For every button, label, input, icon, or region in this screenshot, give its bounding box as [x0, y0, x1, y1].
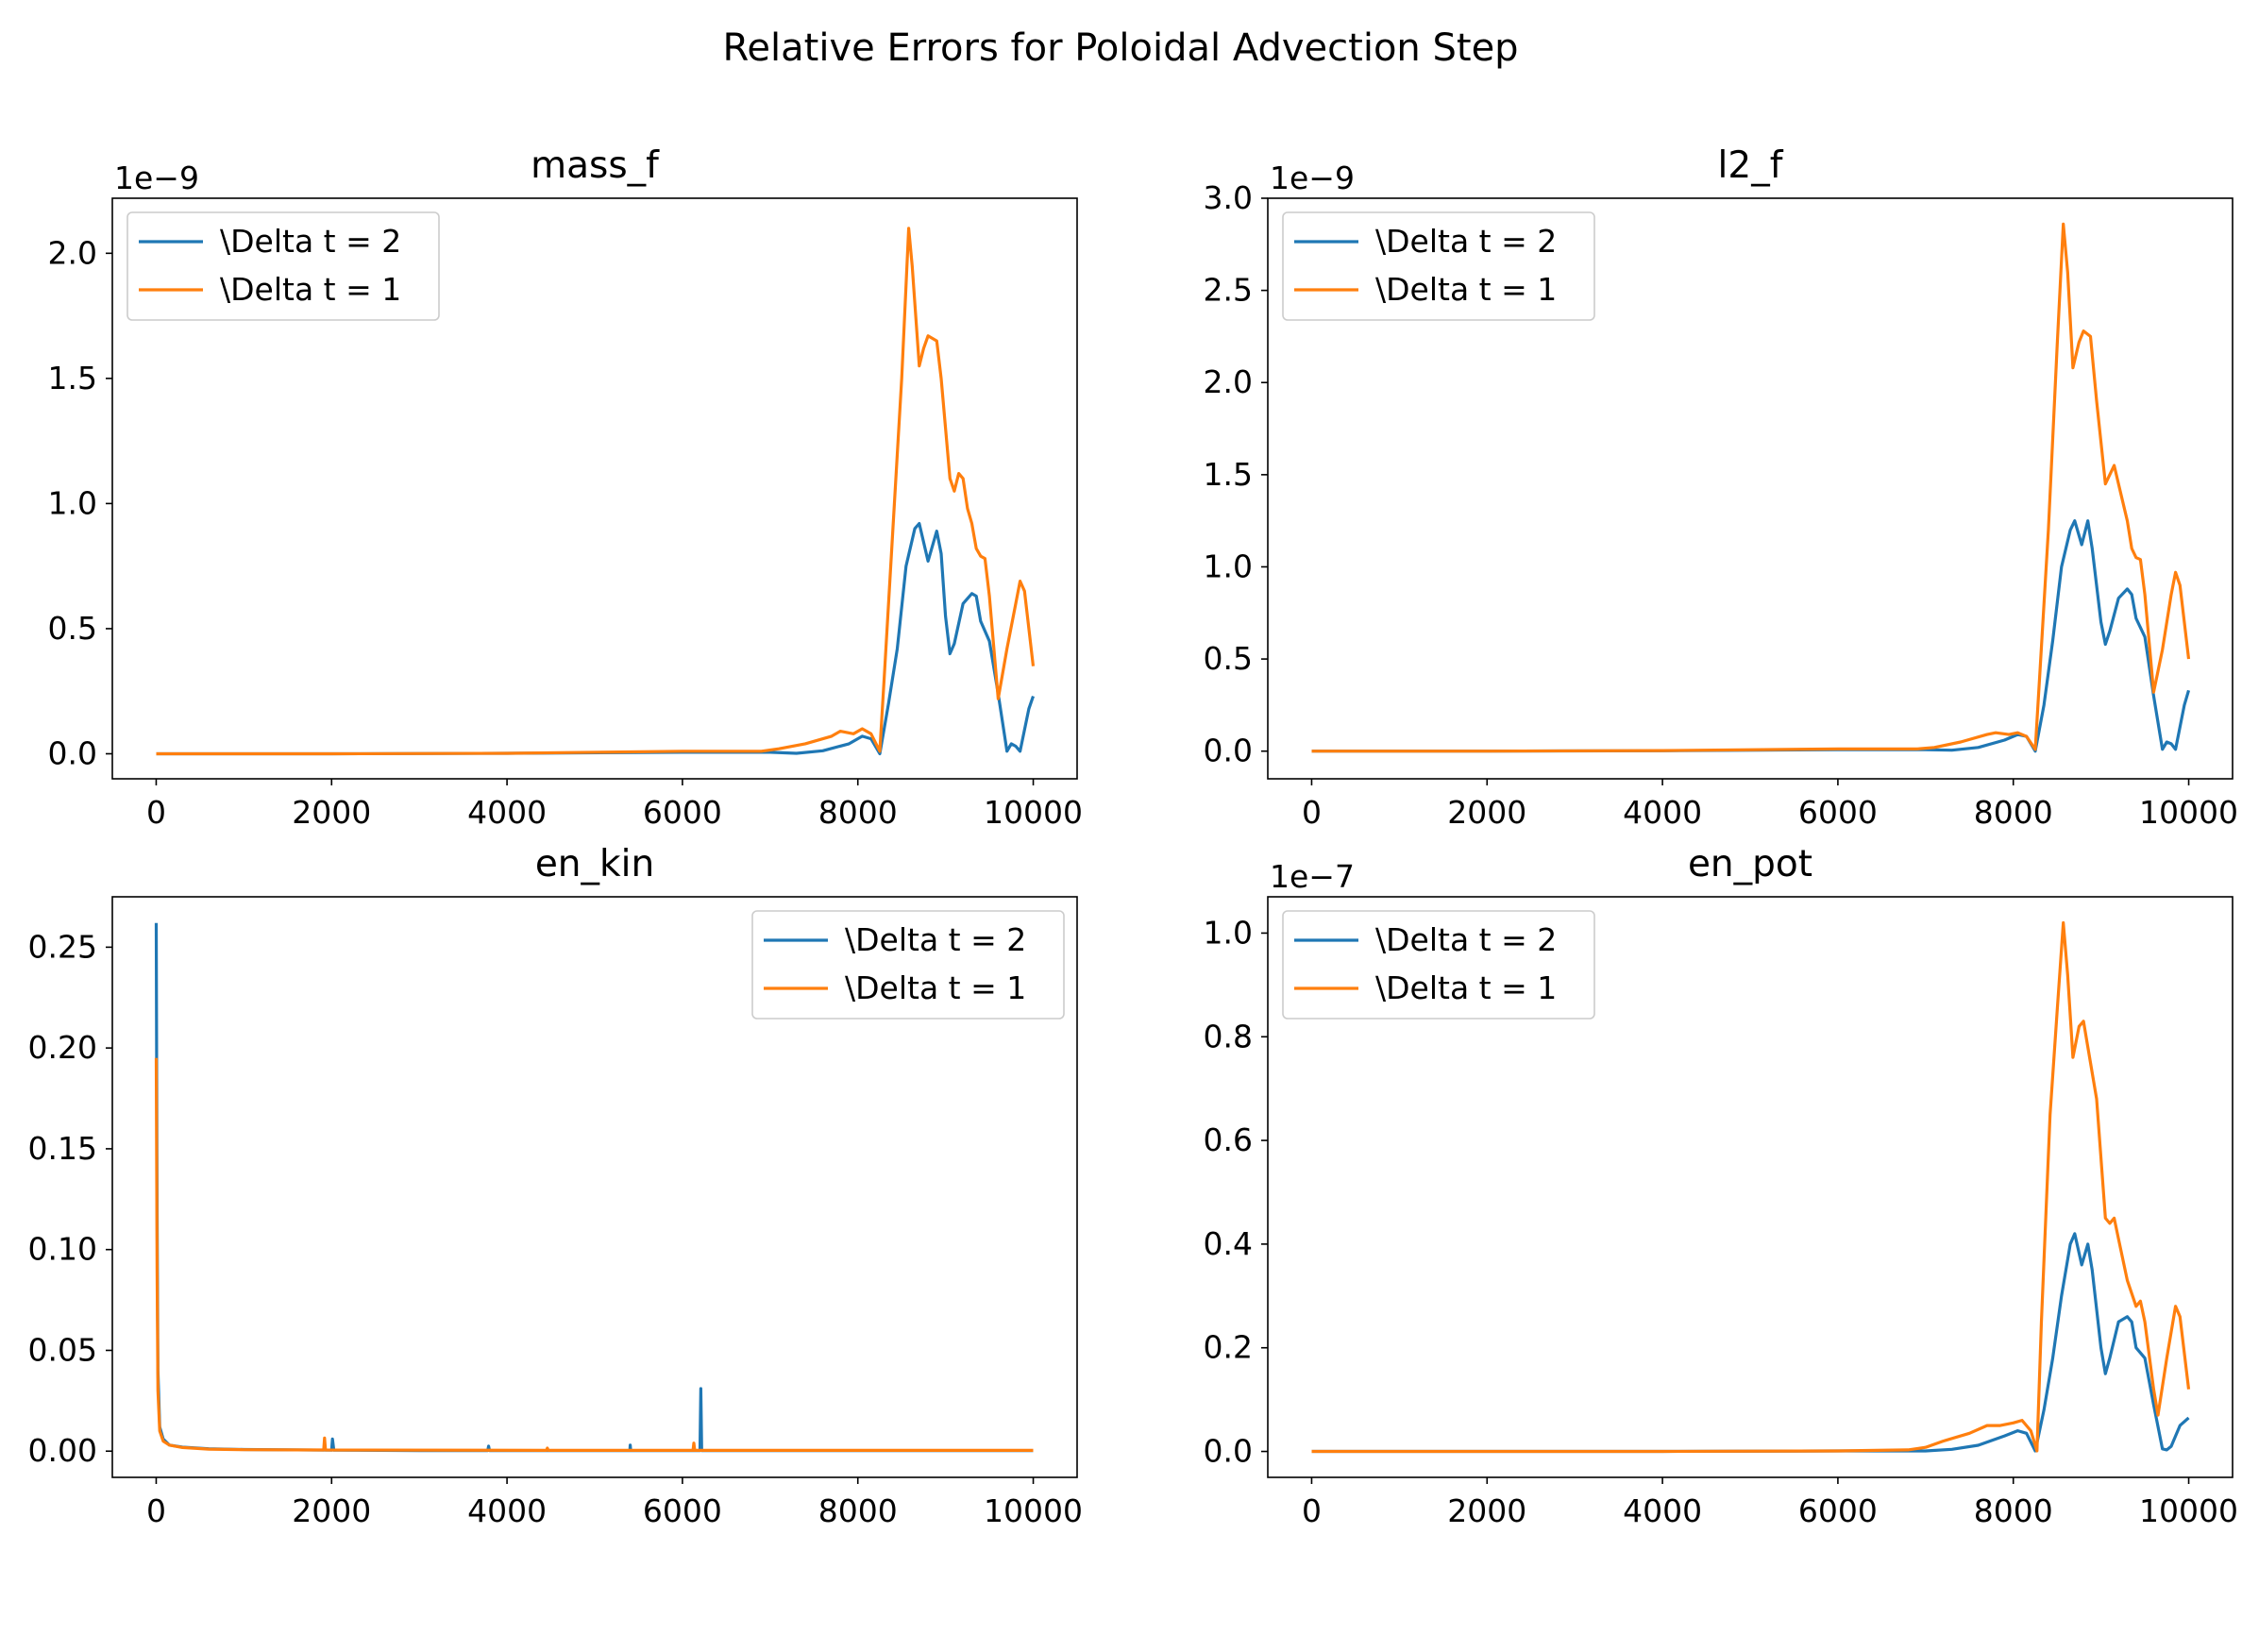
axes-frame — [111, 896, 1078, 1478]
y-tick-label: 0.15 — [28, 1130, 97, 1167]
y-tick-label: 1.0 — [48, 484, 97, 521]
y-tick-label: 0.5 — [48, 610, 97, 647]
subplot-mass-f: 0 2000 4000 6000 8000 10000 0.0 0.5 1.0 1.5 2.0 mas… — [48, 144, 1084, 831]
x-tick-label: 10000 — [984, 794, 1083, 831]
x-tick-label: 6000 — [1798, 794, 1878, 831]
x-tick-label: 6000 — [643, 1492, 722, 1529]
y-tick-label: 0.10 — [28, 1231, 97, 1268]
y-tick-label: 2.0 — [1204, 363, 1253, 400]
y-tick-label: 0.0 — [1204, 733, 1253, 769]
legend-label: \Delta t = 1 — [1375, 969, 1557, 1006]
subplot-l2-f: 0 2000 4000 6000 8000 10000 0.0 0.5 1.0 1.5 2.0 2.5… — [1204, 144, 2239, 831]
x-tick-label: 0 — [1302, 794, 1322, 831]
x-tick-label: 0 — [146, 794, 166, 831]
axes-frame — [111, 197, 1078, 780]
legend: \Delta t = 2 \Delta t = 1 — [126, 211, 440, 321]
series-line-2 — [156, 227, 1036, 756]
y-tick-label: 1.5 — [1204, 456, 1253, 493]
legend-box — [751, 910, 1065, 1020]
x-tick-label: 2000 — [292, 1492, 371, 1529]
subplot-title: en_pot — [1688, 843, 1812, 885]
x-tick-label: 10000 — [2139, 794, 2238, 831]
y-tick-label: 3.0 — [1204, 179, 1253, 216]
y-tick-label: 1.0 — [1204, 914, 1253, 951]
x-tick-label: 4000 — [467, 794, 547, 831]
y-tick-label: 0.0 — [48, 734, 97, 771]
x-tick-label: 2000 — [1447, 794, 1526, 831]
x-tick-label: 2000 — [1447, 1492, 1526, 1529]
legend: \Delta t = 2 \Delta t = 1 — [751, 910, 1065, 1020]
legend-box — [1282, 211, 1595, 321]
figure-title: Relative Errors for Poloidal Advection S… — [722, 26, 1518, 70]
legend-label: \Delta t = 2 — [220, 223, 401, 260]
legend: \Delta t = 2 \Delta t = 1 — [1282, 211, 1595, 321]
x-tick-label: 8000 — [1974, 1492, 2053, 1529]
legend-label: \Delta t = 1 — [220, 271, 401, 308]
x-tick-label: 10000 — [2139, 1492, 2238, 1529]
series-line-1 — [156, 522, 1036, 756]
subplot-en-kin: 0 2000 4000 6000 8000 10000 0.00 0.05 0.10 0.15 0.… — [28, 843, 1084, 1529]
legend-label: \Delta t = 2 — [845, 921, 1026, 958]
legend-label: \Delta t = 1 — [1375, 271, 1557, 308]
series-line-2 — [1311, 920, 2191, 1454]
x-tick-label: 4000 — [467, 1492, 547, 1529]
x-tick-label: 4000 — [1623, 794, 1702, 831]
y-tick-label: 2.5 — [1204, 272, 1253, 309]
legend-box — [126, 211, 440, 321]
subplot-title: mass_f — [531, 144, 660, 187]
axis-offset-text: 1e−9 — [114, 160, 199, 196]
y-tick-label: 0.20 — [28, 1029, 97, 1066]
y-tick-label: 2.0 — [48, 234, 97, 271]
x-tick-label: 0 — [1302, 1492, 1322, 1529]
y-tick-label: 0.2 — [1204, 1329, 1253, 1366]
series-line-2 — [154, 1057, 1034, 1452]
x-tick-label: 8000 — [1974, 794, 2053, 831]
axis-offset-text: 1e−7 — [1270, 858, 1355, 895]
series-line-1 — [1311, 519, 2191, 753]
y-tick-label: 0.6 — [1204, 1121, 1253, 1158]
axis-offset-text: 1e−9 — [1270, 160, 1355, 196]
y-tick-label: 0.0 — [1204, 1433, 1253, 1470]
x-tick-label: 6000 — [1798, 1492, 1878, 1529]
legend-label: \Delta t = 2 — [1375, 921, 1557, 958]
subplot-en-pot: 0 2000 4000 6000 8000 10000 0.0 0.2 0.4 0.6 0.8 1.0… — [1204, 843, 2239, 1529]
subplot-title: en_kin — [535, 843, 654, 885]
y-tick-label: 0.8 — [1204, 1018, 1253, 1054]
legend-box — [1282, 910, 1595, 1020]
x-tick-label: 10000 — [984, 1492, 1083, 1529]
legend: \Delta t = 2 \Delta t = 1 — [1282, 910, 1595, 1020]
y-tick-label: 0.00 — [28, 1432, 97, 1469]
axes-frame — [1267, 197, 2234, 780]
axes-frame — [1267, 896, 2234, 1478]
series-line-1 — [1311, 1232, 2190, 1454]
y-tick-label: 0.4 — [1204, 1225, 1253, 1262]
y-tick-label: 1.0 — [1204, 548, 1253, 584]
y-tick-label: 0.05 — [28, 1331, 97, 1368]
x-tick-label: 4000 — [1623, 1492, 1702, 1529]
x-tick-label: 8000 — [818, 1492, 898, 1529]
y-tick-label: 1.5 — [48, 360, 97, 396]
series-line-2 — [1311, 222, 2191, 753]
y-tick-label: 0.25 — [28, 928, 97, 965]
x-tick-label: 8000 — [818, 794, 898, 831]
x-tick-label: 2000 — [292, 794, 371, 831]
subplot-title: l2_f — [1718, 144, 1784, 187]
legend-label: \Delta t = 2 — [1375, 223, 1557, 260]
x-tick-label: 0 — [146, 1492, 166, 1529]
y-tick-label: 0.5 — [1204, 640, 1253, 677]
legend-label: \Delta t = 1 — [845, 969, 1026, 1006]
x-tick-label: 6000 — [643, 794, 722, 831]
